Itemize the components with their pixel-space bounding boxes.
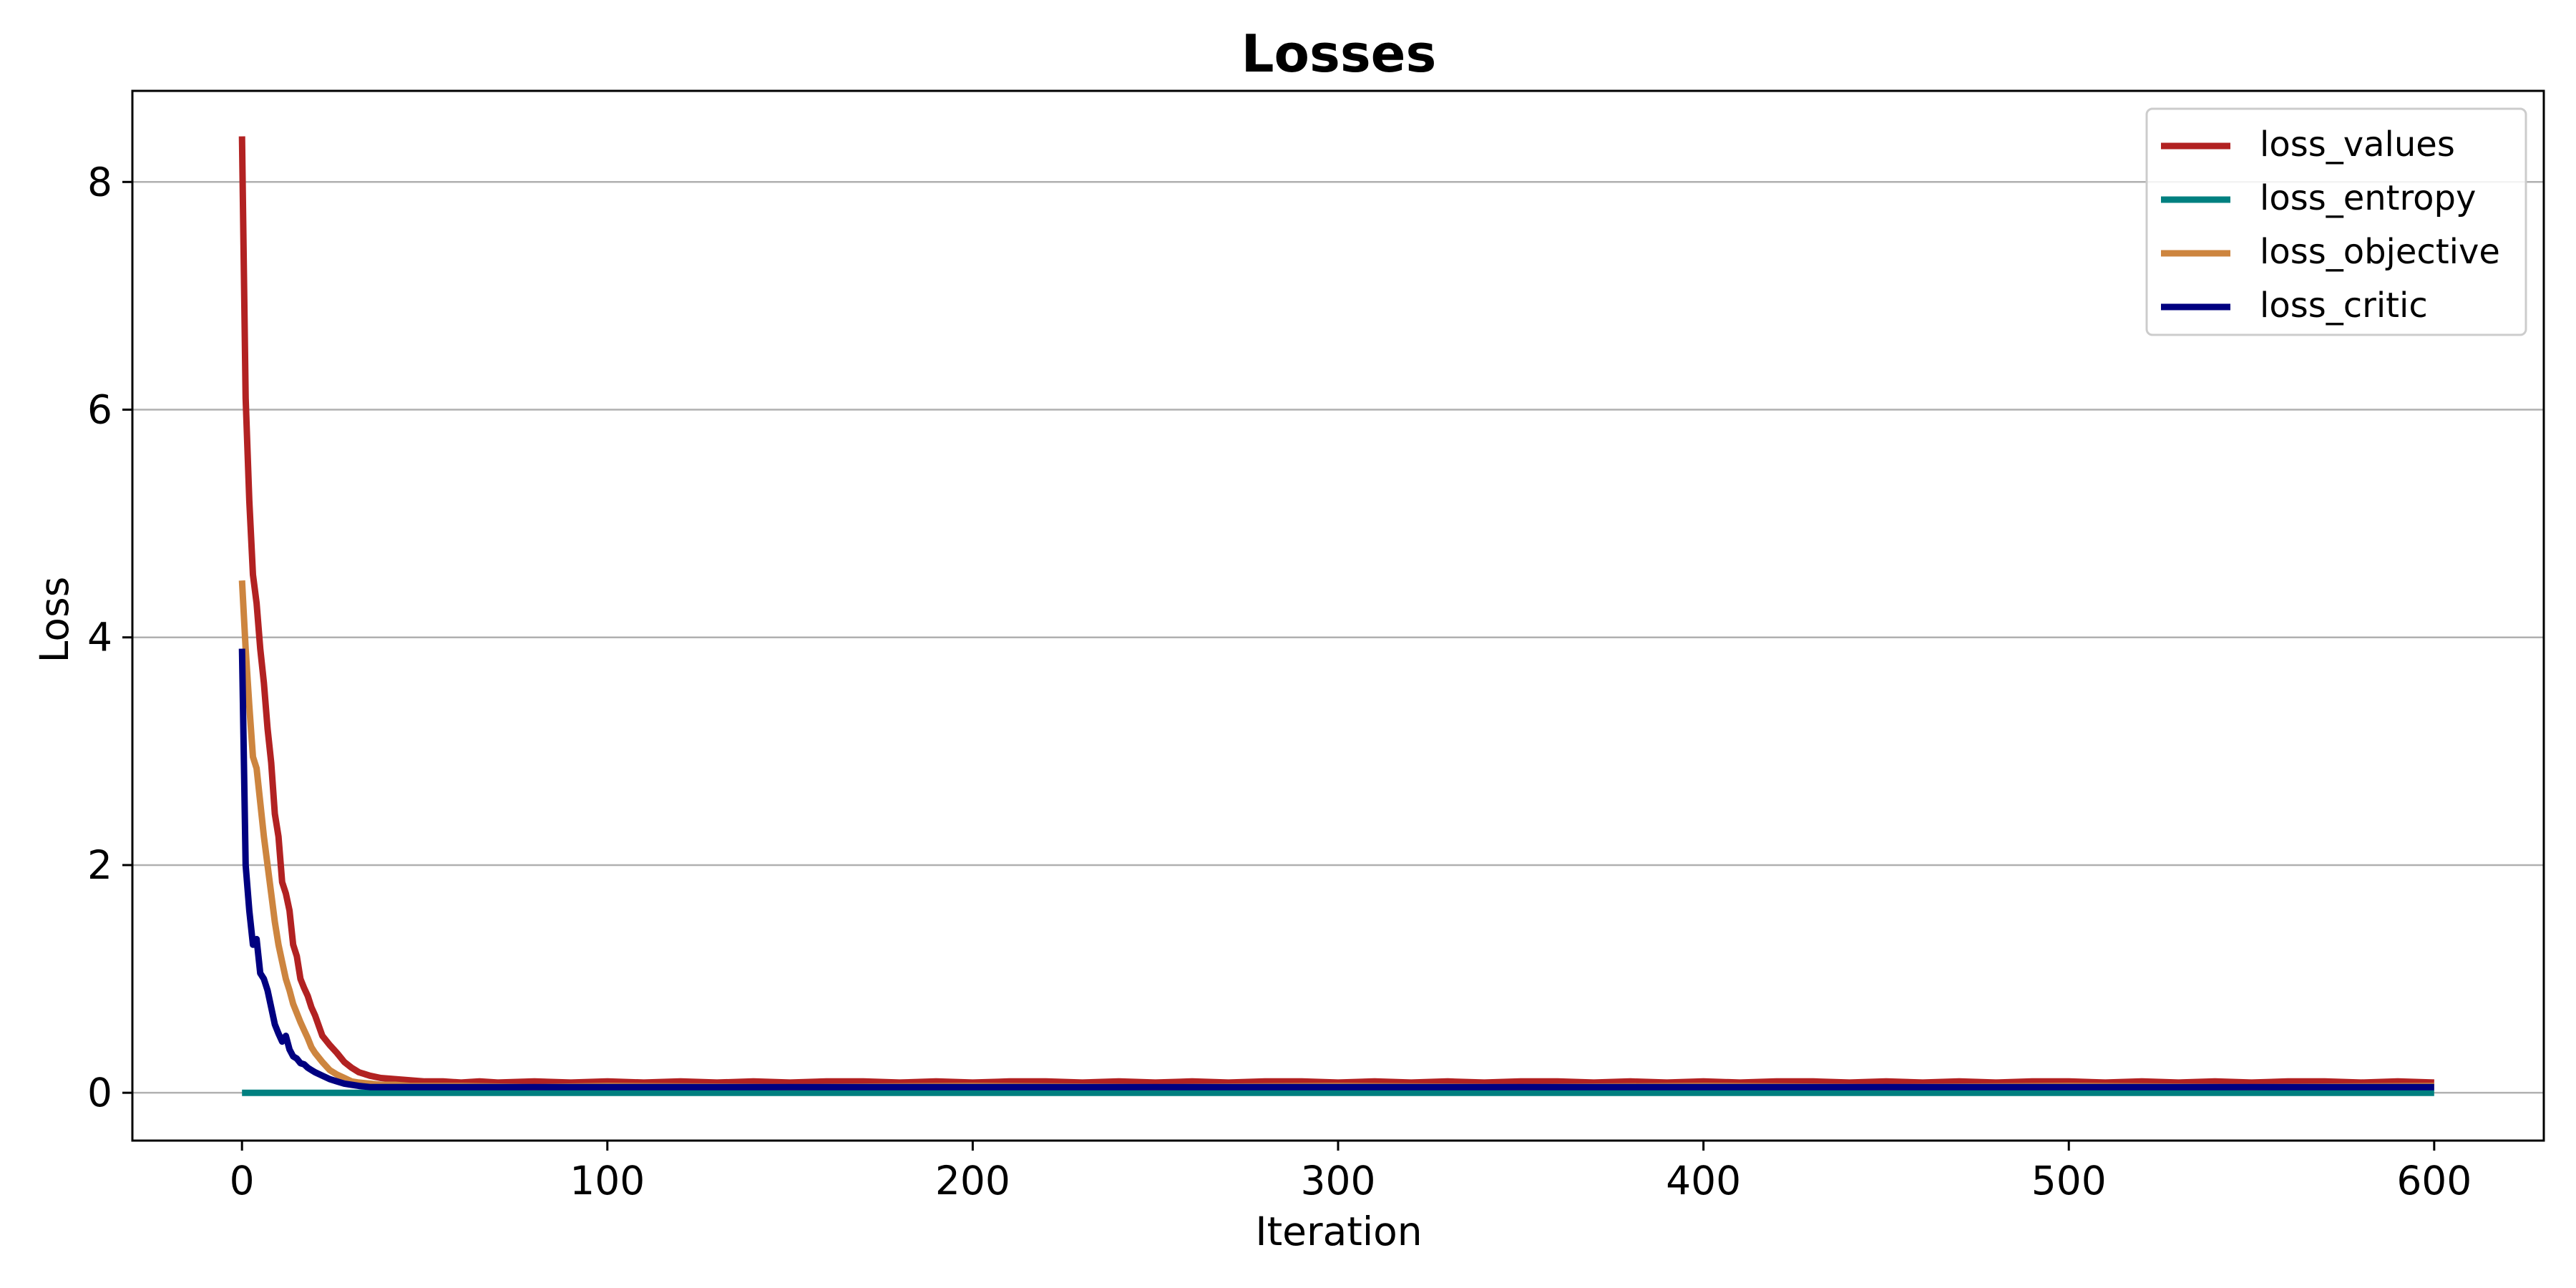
y-tick-label-4: 8 <box>87 159 112 205</box>
x-tick-label-3: 300 <box>1301 1158 1376 1204</box>
y-axis-ticks: 0 2 4 6 8 <box>87 159 132 1116</box>
x-axis-label: Iteration <box>1255 1209 1422 1254</box>
legend-box <box>2145 107 2527 336</box>
x-axis-ticks: 0 100 200 300 400 500 600 <box>230 1141 2472 1204</box>
y-tick-label-1: 2 <box>87 842 112 888</box>
series-line-loss-values <box>238 136 2434 1086</box>
x-tick-label-1: 100 <box>570 1158 645 1204</box>
x-tick-label-4: 400 <box>1666 1158 1741 1204</box>
y-tick-label-2: 4 <box>87 615 112 660</box>
chart-title: Losses <box>1241 24 1437 84</box>
legend-label-loss-critic: loss_critic <box>2260 286 2428 326</box>
series-lines <box>238 136 2434 1096</box>
x-tick-label-0: 0 <box>230 1158 255 1204</box>
y-tick-label-0: 0 <box>87 1070 112 1116</box>
y-tick-label-3: 6 <box>87 387 112 433</box>
legend-label-loss-objective: loss_objective <box>2260 232 2500 272</box>
y-axis-label: Loss <box>31 577 77 663</box>
legend-label-loss-values: loss_values <box>2260 125 2455 165</box>
series-line-loss-objective <box>238 580 2434 1091</box>
legend-label-loss-entropy: loss_entropy <box>2260 178 2476 218</box>
x-tick-label-5: 500 <box>2031 1158 2107 1204</box>
x-tick-label-2: 200 <box>935 1158 1010 1204</box>
series-line-loss-critic <box>238 648 2434 1091</box>
x-tick-label-6: 600 <box>2396 1158 2472 1204</box>
legend: loss_values loss_entropy loss_objectivelos… <box>2145 107 2527 336</box>
